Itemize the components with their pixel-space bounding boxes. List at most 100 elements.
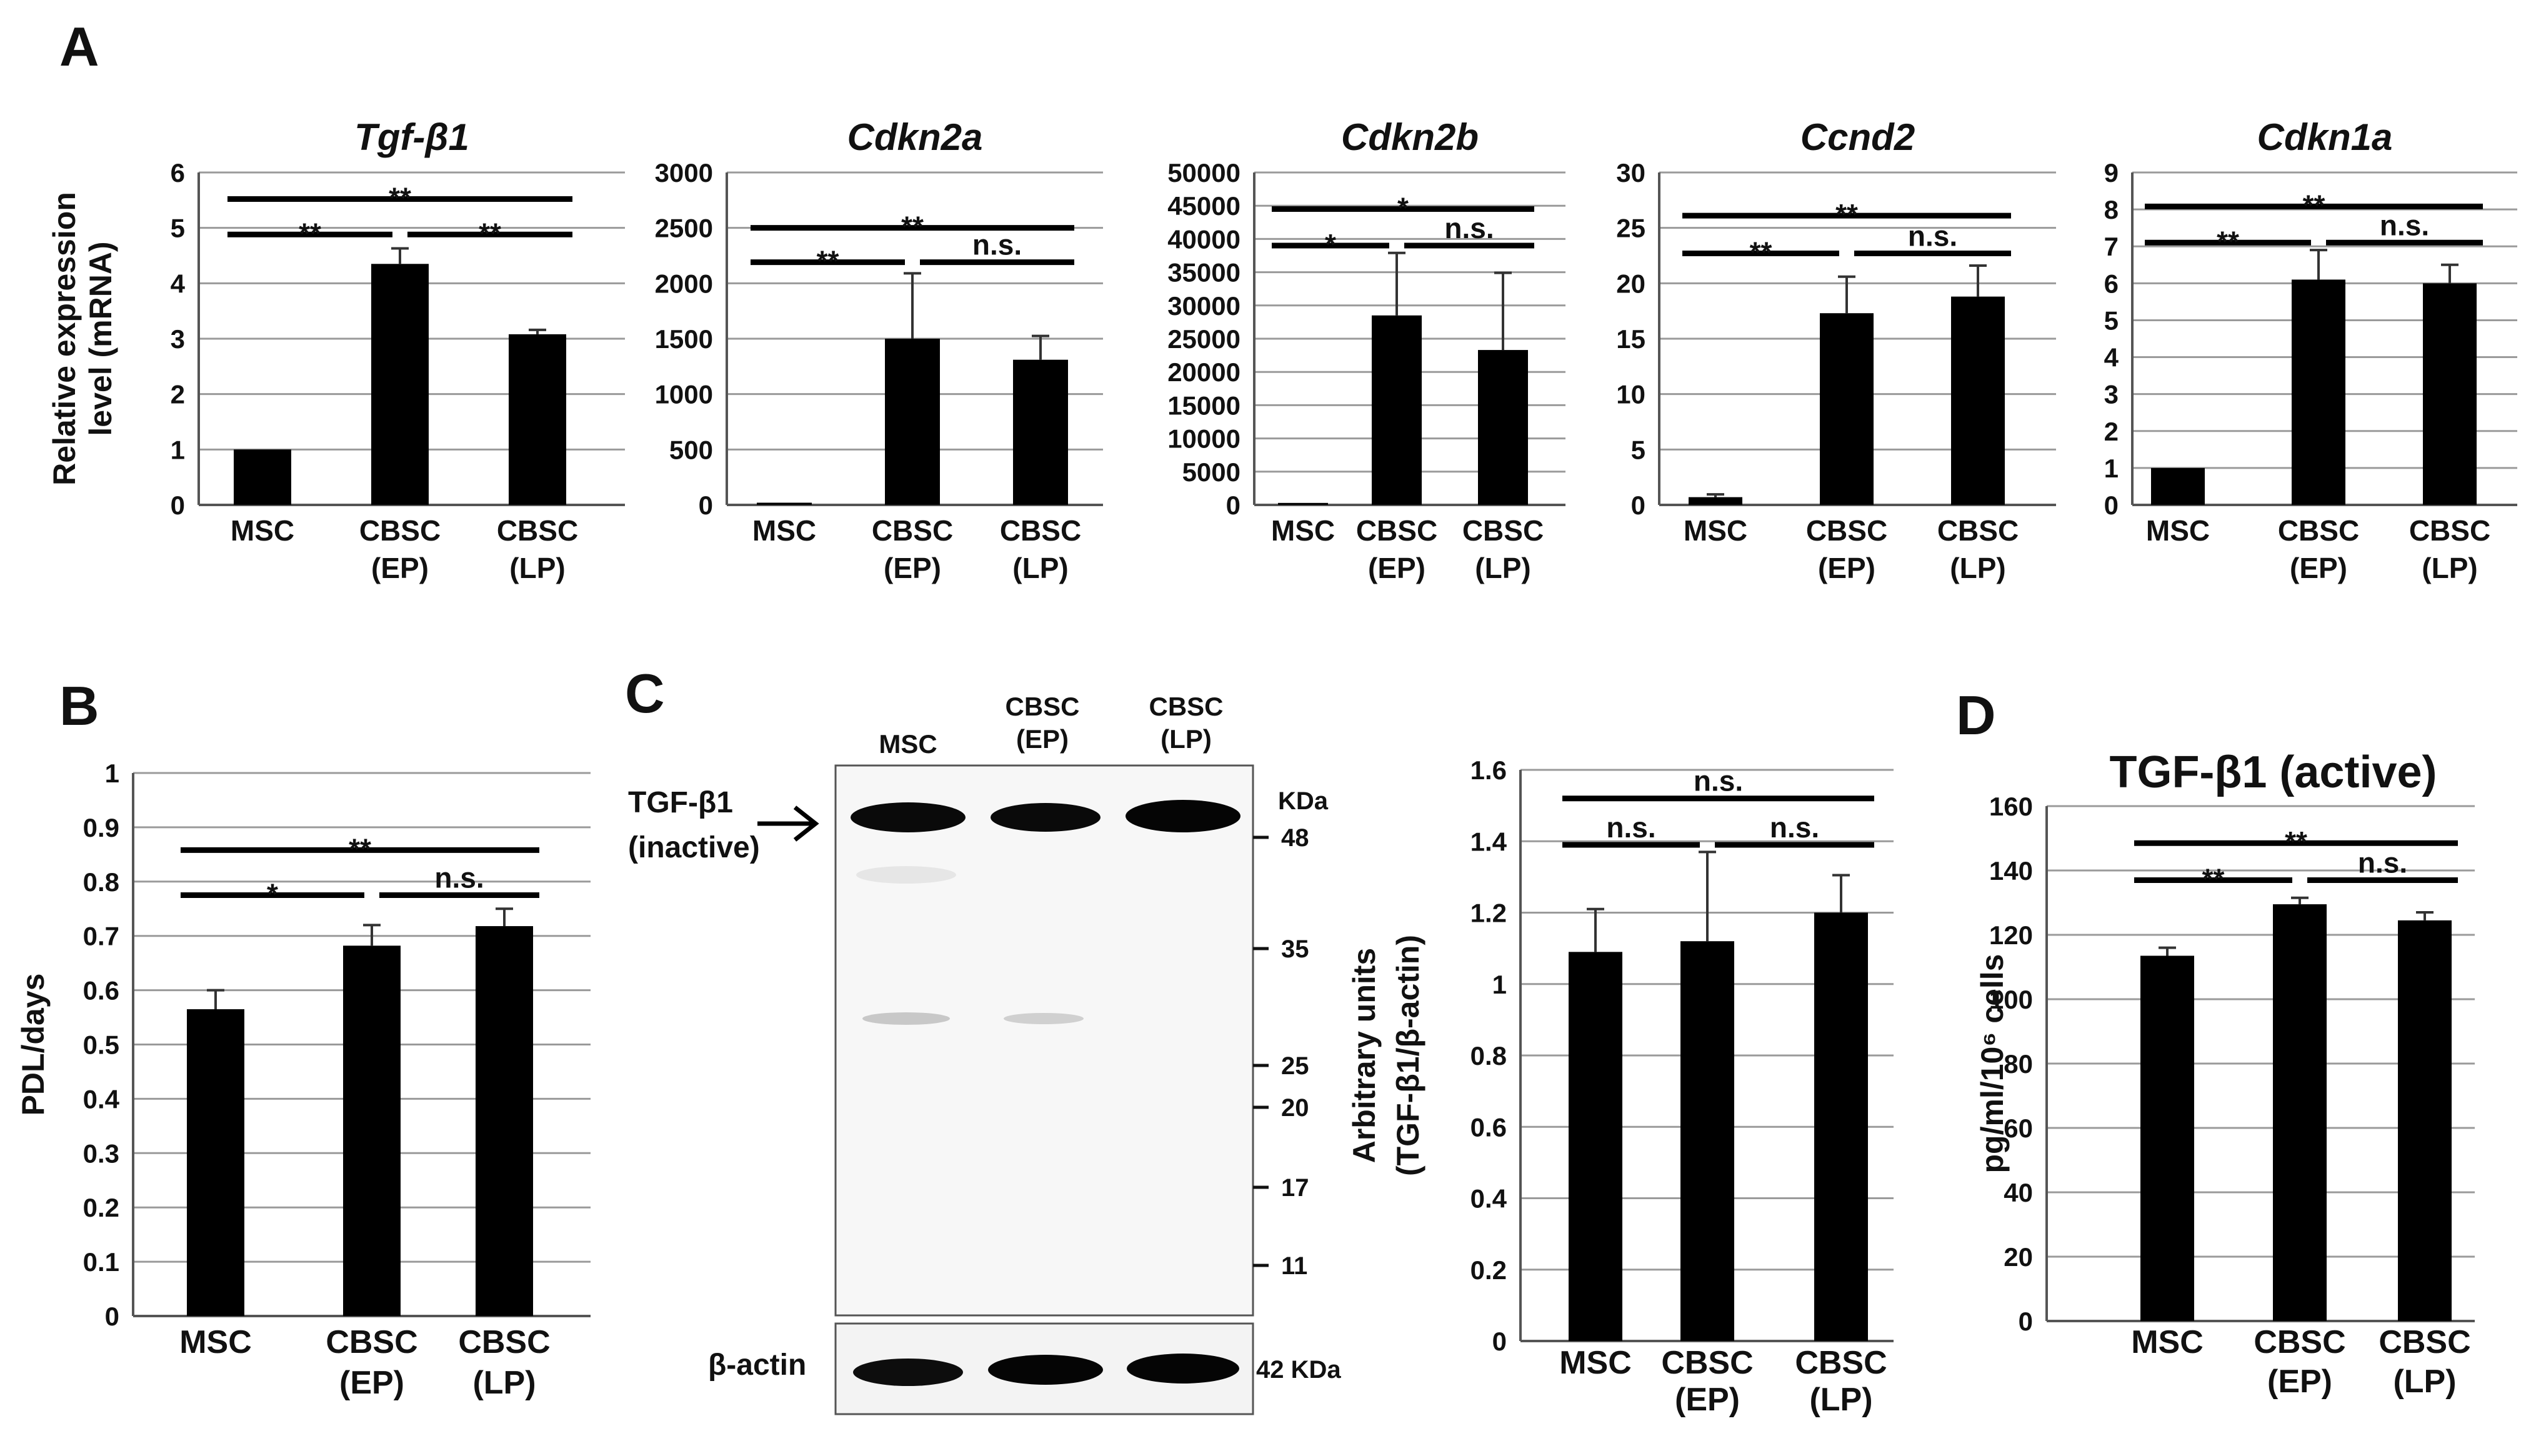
bar-2 — [1478, 350, 1528, 505]
y-tick-label: 2000 — [655, 269, 713, 298]
y-tick-label: 25 — [1616, 214, 1645, 243]
chart-a4: 0 5 10 15 20 25 30 MSC CBSC (EP) CBSC (LP) ** ** n.s. C… — [1616, 116, 2056, 584]
category-label: (LP) — [1012, 552, 1068, 584]
bar-0 — [2151, 467, 2205, 505]
western-blot: MSC CBSC (EP) CBSC (LP) TGF-β1 (inactive… — [628, 692, 1341, 1415]
y-tick-label: 1 — [171, 435, 185, 464]
category-label: (LP) — [1950, 552, 2005, 584]
y-tick-label: 0.1 — [83, 1247, 119, 1277]
category-label: (EP) — [1368, 552, 1425, 584]
significance-label: ** — [299, 217, 321, 249]
bar-0 — [234, 449, 291, 505]
y-tick-label: 1000 — [655, 380, 713, 409]
kda-markers: 48 35 25 20 17 11 — [1253, 824, 1309, 1280]
bar-2 — [2398, 920, 2452, 1321]
chart-d: 0 20 40 60 80 100 120 140 160 MSC CBSC (EP) CBSC (LP)… — [1975, 747, 2475, 1400]
y-tick-label: 2 — [171, 380, 185, 409]
bar-0 — [1569, 952, 1622, 1341]
significance-label: n.s. — [1444, 212, 1494, 244]
panel-letter-c: C — [625, 662, 665, 724]
band-minor-msc — [862, 1012, 950, 1025]
category-label: (EP) — [884, 552, 941, 584]
y-tick-label: 50000 — [1167, 158, 1241, 187]
y-tick-label: 0 — [105, 1302, 119, 1331]
y-tick-label: 3 — [171, 324, 185, 354]
category-label: (EP) — [371, 552, 429, 584]
y-tick-label: 500 — [669, 435, 713, 464]
y-tick-label: 0.5 — [83, 1030, 119, 1060]
bar-2 — [1951, 296, 2005, 505]
y-tick-label: 0.3 — [83, 1139, 119, 1168]
significance-label: ** — [817, 245, 839, 277]
bar-2 — [1814, 912, 1868, 1341]
band-tgf-lp — [1126, 800, 1241, 832]
chart-a1: 0 1 2 3 4 5 6 MSC CBSC (EP) CBSC (LP) ** ** ** Tgf-β1 Re… — [47, 116, 625, 584]
y-tick-label: 25000 — [1167, 324, 1241, 354]
y-tick-label: 1500 — [655, 324, 713, 354]
kda-header: KDa — [1278, 787, 1329, 815]
y-tick-label: 0.4 — [83, 1084, 120, 1114]
category-label: CBSC — [458, 1324, 550, 1360]
panel-letter-b: B — [59, 675, 99, 737]
significance-label: ** — [901, 211, 924, 243]
blot-main-membrane — [834, 764, 1254, 1317]
y-tick-label: 20 — [2004, 1242, 2033, 1272]
band-actin-msc — [853, 1359, 963, 1386]
bar-0 — [757, 502, 812, 505]
bar-0 — [187, 1009, 244, 1316]
category-label: CBSC — [359, 514, 441, 547]
category-label: CBSC — [1937, 514, 2019, 547]
chart-a2: 0 500 1000 1500 2000 2500 3000 MSC CBSC (EP) CBSC (… — [655, 116, 1103, 584]
y-tick-label: 45000 — [1167, 191, 1241, 221]
category-label: MSC — [1684, 514, 1747, 547]
significance-label: n.s. — [2380, 209, 2429, 241]
y-tick-label: 1 — [105, 759, 119, 788]
marker-label: 35 — [1281, 935, 1309, 963]
category-label: CBSC — [1356, 514, 1437, 547]
significance-label: n.s. — [1606, 811, 1655, 844]
y-axis-label: PDL/days — [16, 974, 51, 1116]
y-tick-label: 5 — [1631, 435, 1645, 464]
bar-1 — [885, 339, 940, 505]
category-label: (LP) — [2422, 552, 2477, 584]
blot-loading-label: β-actin — [708, 1349, 806, 1382]
y-tick-label: 3000 — [655, 158, 713, 187]
significance-label: ** — [2217, 225, 2239, 257]
band-actin-ep — [988, 1355, 1103, 1385]
smear-msc — [856, 866, 956, 884]
arrow-icon — [757, 805, 819, 842]
y-tick-label: 100 — [1989, 985, 2033, 1014]
y-tick-label: 0.2 — [83, 1193, 119, 1222]
y-tick-label: 0 — [1492, 1327, 1507, 1356]
chart-title: TGF-β1 (active) — [2109, 747, 2437, 797]
category-label: CBSC — [497, 514, 578, 547]
chart-title: Ccnd2 — [1800, 116, 1915, 158]
blot-target-label-1: TGF-β1 — [628, 786, 733, 819]
y-tick-label: 20000 — [1167, 357, 1241, 387]
significance-label: ** — [1835, 198, 1858, 231]
category-label: (EP) — [1675, 1382, 1740, 1418]
y-tick-label: 0.4 — [1470, 1184, 1507, 1214]
category-label: CBSC — [1795, 1345, 1887, 1381]
y-tick-label: 0 — [2019, 1307, 2033, 1336]
significance-label: n.s. — [2358, 846, 2407, 879]
chart-title: Cdkn2b — [1341, 116, 1479, 158]
chart-b: 0 0.1 0.2 0.3 0.4 0.5 0.6 0.7 0.8 0.9 1 MSC CBSC (EP)… — [16, 759, 591, 1401]
y-tick-label: 120 — [1989, 920, 2033, 950]
y-tick-label: 8 — [2104, 195, 2119, 224]
category-label: MSC — [231, 514, 294, 547]
category-label: (LP) — [2393, 1364, 2456, 1400]
y-tick-label: 40000 — [1167, 224, 1241, 254]
y-tick-label: 10 — [1616, 380, 1645, 409]
significance-label: ** — [2202, 862, 2225, 895]
chart-a5: 0 1 2 3 4 5 6 7 8 9 MSC CBSC (EP) CBSC (LP) ** ** n.s. Cdk… — [2104, 116, 2517, 584]
significance-label: n.s. — [434, 862, 484, 894]
y-tick-label: 30 — [1616, 158, 1645, 187]
category-label: (LP) — [1475, 552, 1530, 584]
band-tgf-ep — [991, 803, 1101, 832]
y-tick-label: 140 — [1989, 856, 2033, 885]
chart-title: Cdkn1a — [2257, 116, 2393, 158]
y-axis-label: pg/ml/10⁶ cells — [1975, 954, 2010, 1174]
y-tick-label: 160 — [1989, 792, 2033, 821]
category-label: (EP) — [2267, 1364, 2332, 1400]
